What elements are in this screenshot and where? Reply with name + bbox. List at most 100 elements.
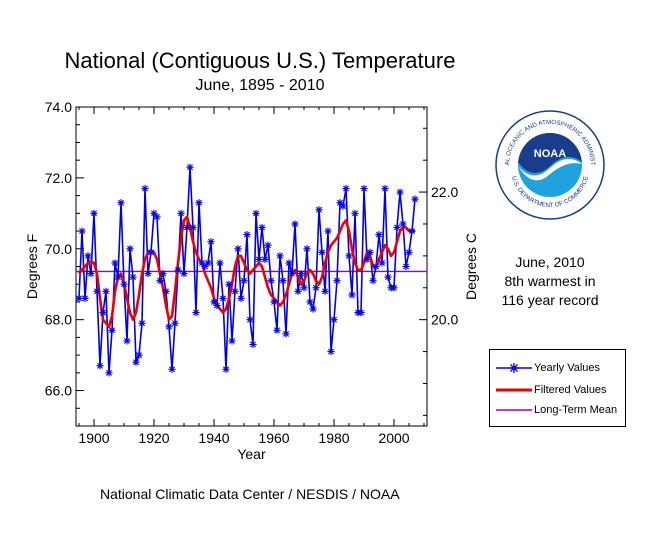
data-point-yearly [282,330,290,338]
record-note: June, 2010 8th warmest in 116 year recor… [480,253,620,310]
data-point-yearly [276,252,284,260]
data-point-yearly [339,202,347,210]
marker-stroke [310,306,316,313]
marker-stroke [139,320,145,327]
data-point-yearly [267,277,275,285]
marker-stroke [322,288,328,295]
data-point-yearly [402,262,410,271]
marker-stroke [403,263,409,270]
data-point-yearly [216,259,224,267]
data-point-yearly [384,273,392,281]
data-point-yearly [258,223,266,232]
marker-stroke [244,231,250,238]
data-point-yearly [333,277,341,285]
marker-stroke [226,281,232,288]
marker-stroke [193,309,199,316]
marker-stroke [250,341,256,348]
marker-stroke [277,252,283,259]
data-point-yearly [162,287,170,295]
x-tick-label: 2000 [378,430,409,446]
data-point-yearly [393,223,401,232]
note-line-3: 116 year record [501,292,599,308]
legend-label-mean: Long-Term Mean [534,404,618,416]
y-axis-label: Degrees F [24,234,40,299]
data-point-yearly [270,298,278,306]
data-point-yearly [189,223,197,232]
y-tick-label: 68.0 [45,312,72,328]
marker-stroke [331,316,337,323]
data-point-yearly [147,248,155,256]
data-point-yearly [369,277,377,285]
marker-stroke [76,295,82,302]
data-point-yearly [411,195,419,203]
data-point-yearly [123,337,131,345]
x-axis-label: Year [237,446,266,462]
marker-stroke [88,270,94,277]
marker-stroke [103,288,109,295]
marker-stroke [298,270,304,277]
x-tick-label: 1920 [138,430,169,446]
noaa-logo-icon: NATIONAL OCEANIC AND ATMOSPHERIC ADMINIS… [495,110,605,220]
x-tick-label: 1940 [198,430,229,446]
data-point-yearly [105,369,113,377]
y-right-axis-label: Degrees C [463,233,479,300]
marker-stroke [328,348,334,355]
marker-stroke [247,316,253,323]
data-point-yearly [90,209,98,217]
data-point-yearly [372,262,380,271]
marker-stroke [358,309,364,316]
data-point-yearly [135,351,143,359]
data-point-yearly [264,241,272,249]
note-line-1: June, 2010 [515,254,585,270]
marker-stroke [241,277,247,284]
marker-stroke [337,199,343,206]
marker-stroke [232,288,238,295]
marker-stroke [238,295,244,302]
data-point-yearly [246,316,254,324]
chart-subtitle: June, 1895 - 2010 [195,77,325,94]
marker-stroke [118,199,124,206]
marker-stroke [169,366,175,373]
marker-stroke [259,224,265,231]
data-point-yearly [324,227,332,235]
data-point-yearly [153,213,161,221]
marker-stroke [307,298,313,305]
marker-stroke [211,298,217,305]
marker-stroke [181,270,187,277]
marker-stroke [145,270,151,277]
data-point-yearly [87,269,95,278]
marker-stroke [382,185,388,192]
marker-stroke [82,295,88,302]
marker-stroke [91,210,97,217]
data-point-yearly [306,298,314,306]
data-point-yearly [300,284,308,292]
data-point-yearly [231,287,239,295]
data-point-yearly [171,319,179,327]
marker-stroke [100,309,106,316]
source-footer: National Climatic Data Center / NESDIS /… [100,486,400,502]
marker-stroke [130,274,136,281]
marker-stroke [79,228,85,235]
marker-stroke [178,210,184,217]
data-point-yearly [261,255,269,264]
marker-stroke [148,249,154,256]
data-point-yearly [345,252,353,260]
marker-stroke [361,185,367,192]
marker-stroke [235,245,241,252]
data-point-yearly [132,358,140,366]
marker-stroke [301,284,307,291]
marker-stroke [187,164,193,171]
data-point-yearly [375,231,383,239]
data-point-yearly [186,163,194,171]
data-point-yearly [183,223,191,232]
marker-stroke [115,274,121,281]
data-point-yearly [249,340,257,349]
marker-stroke [289,270,295,277]
marker-stroke [316,206,322,213]
marker-stroke [136,352,142,359]
data-point-yearly [405,248,413,256]
data-point-yearly [99,308,107,317]
data-point-yearly [234,245,242,253]
marker-stroke [196,199,202,206]
